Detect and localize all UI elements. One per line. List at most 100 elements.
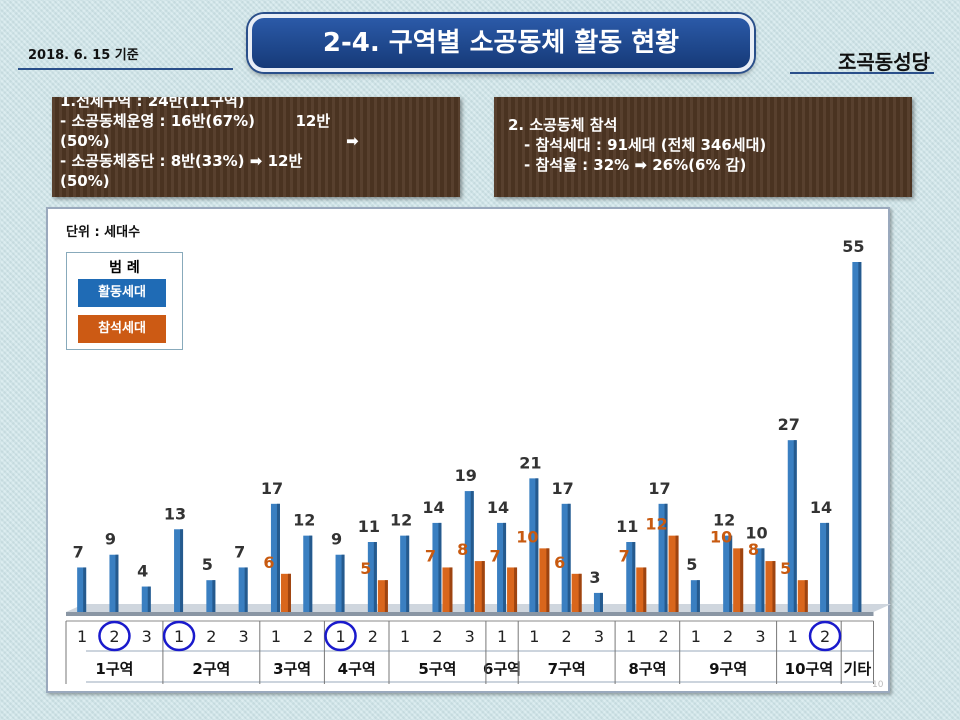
legend-attend: 참석세대	[78, 315, 166, 343]
value-label-attend: 10	[516, 527, 538, 546]
bar-attend-households	[280, 573, 291, 612]
bar-attend-shade	[514, 567, 518, 612]
bar-active-shade	[83, 567, 87, 612]
bar-active-households	[270, 503, 280, 612]
bar-active-households	[787, 440, 797, 612]
bar-active-shade	[664, 503, 668, 612]
tick-label: 1	[497, 627, 507, 646]
tick-label: 2	[658, 627, 668, 646]
tick-label: 2	[368, 627, 378, 646]
value-label-active: 11	[358, 517, 380, 536]
tick-label: 1	[335, 627, 345, 646]
tick-label: 3	[142, 627, 152, 646]
bar-attend-households	[507, 567, 518, 612]
bar-attend-shade	[675, 535, 679, 612]
value-label-active: 14	[810, 498, 832, 517]
info-total: 1.전체구역 : 24반(11구역)	[60, 97, 245, 110]
bar-attend-households	[797, 580, 808, 612]
value-label-attend: 5	[360, 559, 371, 578]
bar-attend-shade	[804, 580, 808, 612]
info-active-row: - 소공동체운영 : 16반(67%) 12반	[52, 111, 460, 131]
bar-active-shade	[276, 503, 280, 612]
value-label-attend: 12	[645, 515, 667, 534]
group-label: 3구역	[273, 660, 311, 678]
bar-active-households	[335, 554, 345, 612]
bar-attend-shade	[287, 573, 291, 612]
info-stopped-new: 12반	[267, 152, 303, 170]
bar-attend-shade	[481, 561, 485, 612]
bar-active-households	[206, 580, 216, 612]
page-number: 10	[872, 680, 884, 690]
attendance-rate-new: 26%(6% 감)	[652, 156, 747, 174]
tick-label: 3	[465, 627, 475, 646]
value-label-active: 9	[105, 530, 116, 549]
value-label-active: 27	[778, 415, 800, 434]
bar-attend-households	[636, 567, 647, 612]
tick-label: 2	[303, 627, 313, 646]
tick-label: 1	[77, 627, 87, 646]
value-label-active: 5	[202, 555, 213, 574]
tick-label: 1	[788, 627, 798, 646]
bar-active-shade	[373, 542, 377, 612]
tick-label: 1	[174, 627, 184, 646]
value-label-attend: 7	[489, 546, 500, 565]
value-label-attend: 7	[619, 546, 630, 565]
bar-attend-shade	[740, 548, 744, 612]
bar-active-households	[755, 548, 765, 612]
bar-attend-households	[474, 561, 485, 612]
info-active-new: 12반	[295, 112, 331, 130]
bar-active-shade	[406, 535, 410, 612]
value-label-active: 21	[519, 453, 541, 472]
value-label-active: 17	[261, 479, 283, 498]
value-label-active: 17	[552, 479, 574, 498]
bar-active-shade	[470, 491, 474, 612]
parish-name: 조곡동성당	[838, 50, 930, 74]
value-label-active: 13	[164, 504, 186, 523]
info-active: - 소공동체운영 : 16반(67%)	[60, 112, 255, 130]
bar-active-shade	[599, 592, 603, 612]
bar-active-households	[109, 554, 119, 612]
bar-active-shade	[438, 522, 442, 612]
circle-highlight	[324, 620, 357, 652]
tick-label: 3	[239, 627, 249, 646]
bar-attend-shade	[449, 567, 453, 612]
info-stopped-pct: (50%)	[60, 172, 110, 190]
value-label-active: 14	[487, 498, 509, 517]
arrow-right-icon: ➡	[249, 152, 263, 170]
arrow-right-icon: ➡	[634, 156, 648, 174]
tick-label: 2	[723, 627, 733, 646]
bar-active-households	[658, 503, 668, 612]
bar-active-households	[497, 522, 507, 612]
bar-active-shade	[309, 535, 313, 612]
bar-attend-households	[539, 548, 550, 612]
bar-active-households	[464, 491, 474, 612]
bar-active-shade	[535, 478, 539, 612]
bar-active-shade	[696, 580, 700, 612]
tick-label: 2	[432, 627, 442, 646]
tick-label: 2	[562, 627, 572, 646]
bar-active-shade	[858, 262, 862, 612]
bar-attend-shade	[578, 573, 582, 612]
bar-active-households	[77, 567, 87, 612]
attendance-rate: - 참석율 : 32%	[524, 156, 630, 174]
tick-label: 1	[400, 627, 410, 646]
legend-title: 범 례	[109, 260, 140, 276]
tick-label: 2	[206, 627, 216, 646]
value-label-active: 10	[745, 523, 767, 542]
group-label: 1구역	[95, 660, 133, 678]
value-label-active: 12	[293, 511, 315, 530]
value-label-attend: 6	[554, 553, 565, 572]
bar-active-shade	[567, 503, 571, 612]
unit-label: 단위 : 세대수	[66, 225, 141, 240]
bar-active-shade	[212, 580, 216, 612]
circle-highlight	[162, 620, 196, 652]
tick-label: 3	[755, 627, 765, 646]
bar-attend-households	[377, 580, 388, 612]
bar-active-households	[174, 529, 184, 612]
info-active-pct-row: (50%) ➡	[52, 131, 460, 151]
value-label-active: 14	[422, 498, 444, 517]
bar-active-shade	[729, 535, 733, 612]
bar-active-shade	[244, 567, 248, 612]
bar-active-households	[852, 262, 862, 612]
